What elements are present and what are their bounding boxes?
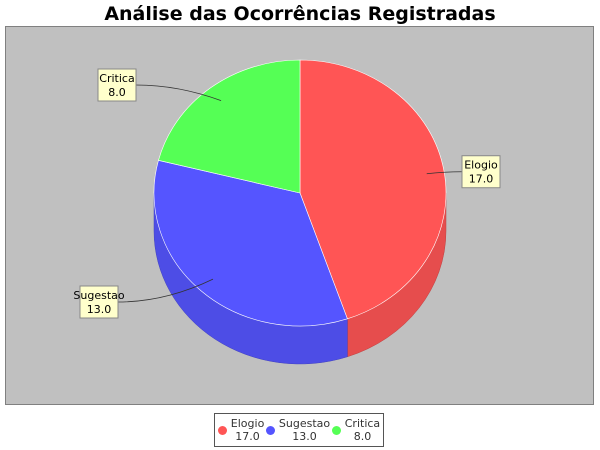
legend: Elogio 17.0 Sugestao 13.0 Critica 8.0 — [214, 413, 384, 447]
label-box-critica — [97, 68, 137, 102]
label-leader-critica — [135, 84, 222, 102]
label-box-elogio — [461, 155, 501, 189]
label-leader-elogio — [426, 171, 463, 175]
label-leader-sugestao — [117, 278, 214, 303]
legend-item-elogio: Elogio 17.0 — [217, 417, 265, 443]
label-value-sugestao: 13.0 — [87, 303, 112, 316]
legend-value-sugestao: 13.0 — [292, 430, 317, 443]
chart-title: Análise das Ocorrências Registradas — [104, 3, 496, 25]
legend-item-sugestao: Sugestao 13.0 — [265, 417, 330, 443]
pie-slice-elogio — [299, 59, 447, 320]
legend-item-critica: Critica 8.0 — [331, 417, 380, 443]
legend-label-critica: Critica — [344, 417, 381, 430]
pie-slice-critica — [158, 59, 301, 194]
legend-label-elogio: Elogio — [230, 417, 265, 430]
legend-label-sugestao: Sugestao — [278, 417, 331, 430]
legend-text-elogio: Elogio 17.0 — [231, 417, 265, 443]
legend-text-sugestao: Sugestao 13.0 — [279, 417, 330, 443]
label-value-critica: 8.0 — [108, 86, 126, 99]
pie-slice-sugestao — [153, 159, 348, 327]
legend-value-elogio: 17.0 — [235, 430, 260, 443]
label-name-elogio: Elogio — [464, 159, 498, 172]
legend-value-critica: 8.0 — [353, 430, 372, 443]
label-value-elogio: 17.0 — [469, 173, 494, 186]
legend-swatch-critica — [331, 425, 341, 435]
legend-swatch-sugestao — [265, 425, 275, 435]
label-box-sugestao — [79, 285, 119, 319]
label-name-sugestao: Sugestao — [73, 289, 124, 302]
legend-text-critica: Critica 8.0 — [345, 417, 380, 443]
legend-swatch-elogio — [217, 425, 227, 435]
label-name-critica: Critica — [99, 72, 134, 85]
